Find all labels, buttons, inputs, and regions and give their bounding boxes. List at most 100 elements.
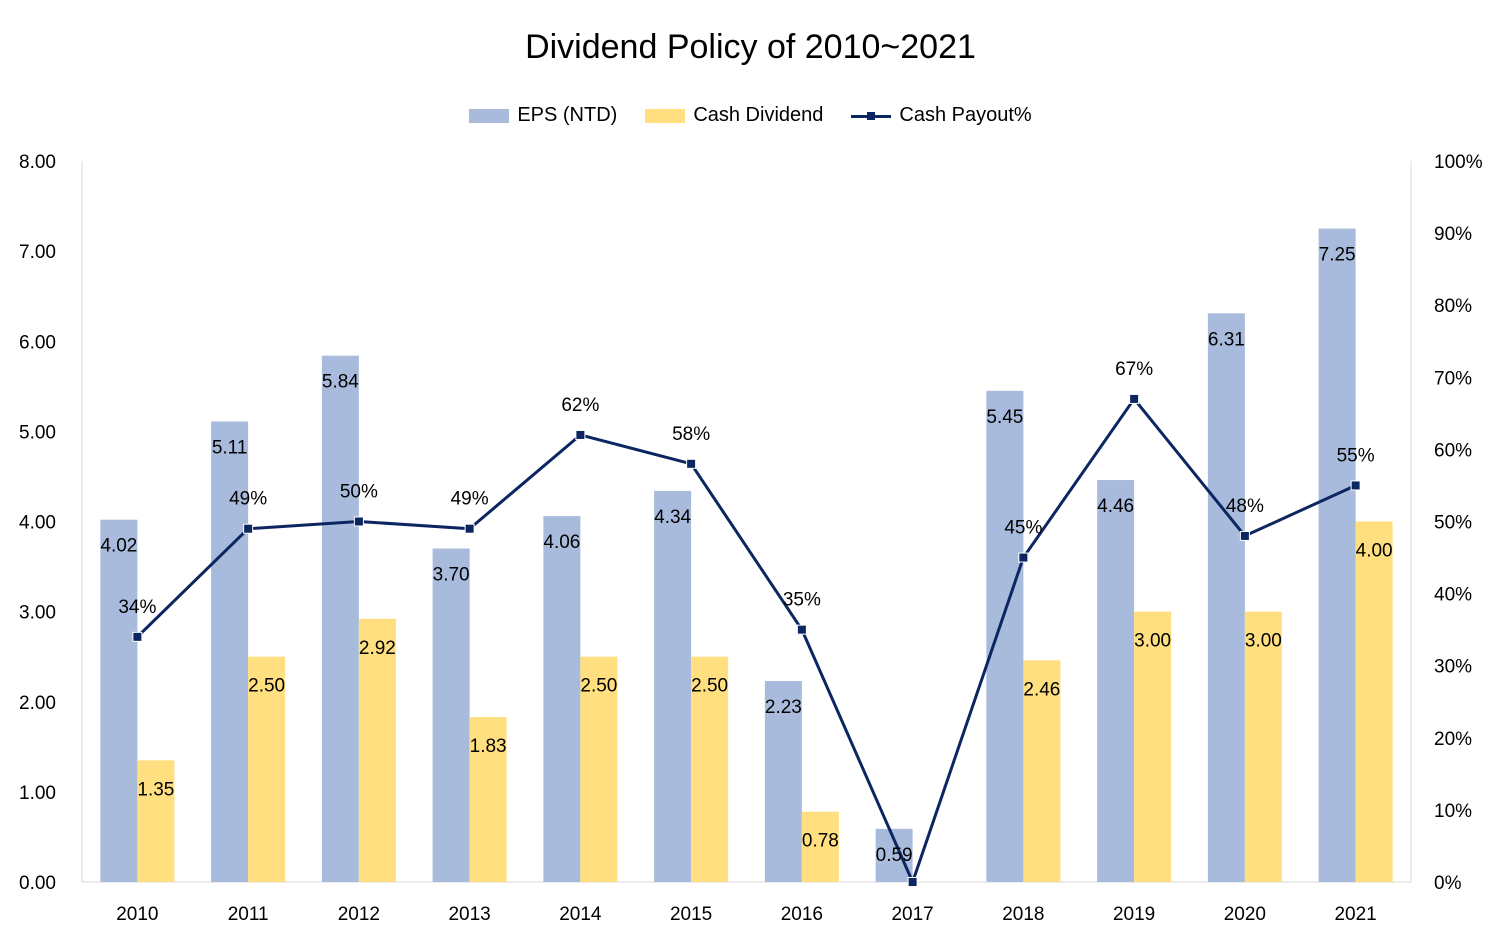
data-label-eps: 5.45 [986,407,1023,428]
line-cash-payout [136,397,1357,884]
data-label-cash-dividend: 2.50 [580,676,617,697]
data-label-cash-payout: 62% [561,395,599,416]
marker-cash-payout [575,429,586,440]
x-tick-label: 2013 [448,904,490,925]
data-label-cash-payout: 48% [1226,496,1264,517]
data-label-cash-dividend: 2.46 [1023,679,1060,700]
y-right-tick-label: 80% [1434,296,1472,317]
y-right-tick-label: 50% [1434,513,1472,534]
data-label-eps: 4.46 [1097,496,1134,517]
bar-eps [321,355,359,882]
marker-cash-payout [686,458,697,469]
y-left-tick-label: 4.00 [19,513,56,534]
y-right-tick-label: 40% [1434,585,1472,606]
data-label-cash-dividend: 4.00 [1356,541,1393,562]
y-right-tick-label: 60% [1434,440,1472,461]
data-label-cash-dividend: 2.92 [359,638,396,659]
x-tick-label: 2019 [1113,904,1155,925]
y-left-tick-label: 8.00 [19,152,56,173]
bar-eps [654,490,692,882]
x-tick-label: 2016 [781,904,823,925]
x-tick-label: 2014 [559,904,602,925]
chart-title: Dividend Policy of 2010~2021 [525,28,976,66]
x-tick-label: 2021 [1334,904,1376,925]
data-label-cash-payout: 34% [118,597,156,618]
y-left-tick-label: 0.00 [19,873,56,894]
data-label-cash-payout: 35% [783,590,821,611]
data-label-eps: 4.02 [100,536,137,557]
legend-swatch-cash-dividend [645,108,686,123]
bar-cash-dividend [1023,660,1061,882]
x-tick-label: 2012 [338,904,380,925]
data-label-eps: 6.31 [1208,329,1245,350]
data-label-cash-dividend: 0.78 [802,831,839,852]
data-label-cash-payout: 58% [672,424,710,445]
legend-label-eps: EPS (NTD) [517,104,618,126]
y-right-tick-label: 100% [1434,152,1483,173]
bar-cash-dividend [1355,521,1393,882]
y-right-tick-label: 20% [1434,729,1472,750]
data-label-cash-payout: 50% [340,482,378,503]
bar-cash-dividend [1134,611,1172,882]
bar-eps [432,548,470,882]
x-tick-label: 2011 [228,904,269,925]
legend-label-cash-dividend: Cash Dividend [693,104,824,126]
data-label-cash-payout: 49% [229,489,267,510]
y-right-tick-label: 90% [1434,224,1472,245]
bars-layer [100,228,1393,882]
x-tick-label: 2010 [116,904,158,925]
data-label-cash-dividend: 3.00 [1134,631,1171,652]
axes-layer: 0.00 1.00 2.00 3.00 4.00 5.00 6.00 7.00 8.00 0% 10… [19,152,1483,925]
bar-cash-dividend [469,717,507,882]
legend-swatch-eps [469,108,510,123]
bar-eps [764,681,802,882]
marker-cash-payout [1350,480,1361,491]
bar-eps [543,516,581,882]
marker-cash-payout [1129,393,1140,404]
bar-eps [211,421,249,882]
bar-cash-dividend [248,656,286,882]
data-label-cash-dividend: 1.83 [470,736,507,757]
bar-cash-dividend [691,656,729,882]
data-label-cash-payout: 45% [1004,518,1042,539]
marker-cash-payout [464,523,475,534]
marker-cash-payout [796,624,807,635]
bar-cash-dividend [1244,611,1282,882]
data-label-cash-payout: 55% [1337,445,1375,466]
data-label-cash-dividend: 2.50 [691,676,728,697]
chart-legend: EPS (NTD) Cash Dividend Cash Payout% [0,104,1501,127]
x-tick-label: 2020 [1224,904,1266,925]
data-label-cash-payout: 49% [451,489,489,510]
data-label-eps: 7.25 [1319,245,1356,266]
data-label-cash-dividend: 3.00 [1245,631,1282,652]
y-left-tick-label: 5.00 [19,422,56,443]
data-label-cash-dividend: 2.50 [248,676,285,697]
data-label-eps: 5.11 [212,437,248,458]
bar-eps [100,519,138,882]
marker-cash-payout [1239,530,1250,541]
data-label-cash-payout: 67% [1115,359,1153,380]
x-tick-label: 2017 [891,904,933,925]
y-left-tick-label: 7.00 [19,242,56,263]
data-label-eps: 3.70 [433,565,470,586]
y-right-tick-label: 0% [1434,873,1462,894]
bar-eps [986,390,1024,882]
bar-eps [1207,313,1245,882]
bar-cash-dividend [580,656,618,882]
data-label-eps: 0.59 [876,845,913,866]
line-layer [132,393,1361,887]
bar-cash-dividend [358,618,396,882]
legend-item-cash-payout: Cash Payout% [851,104,1032,127]
y-right-tick-label: 30% [1434,657,1472,678]
bar-cash-dividend [137,760,175,882]
data-label-eps: 4.06 [543,532,580,553]
data-label-eps: 2.23 [765,697,802,718]
marker-cash-payout [132,631,143,642]
marker-cash-payout [243,523,254,534]
data-label-cash-dividend: 1.35 [137,779,174,800]
data-label-eps: 4.34 [654,507,691,528]
marker-cash-payout [353,516,364,527]
y-left-tick-label: 3.00 [19,603,56,624]
y-left-tick-label: 2.00 [19,693,56,714]
